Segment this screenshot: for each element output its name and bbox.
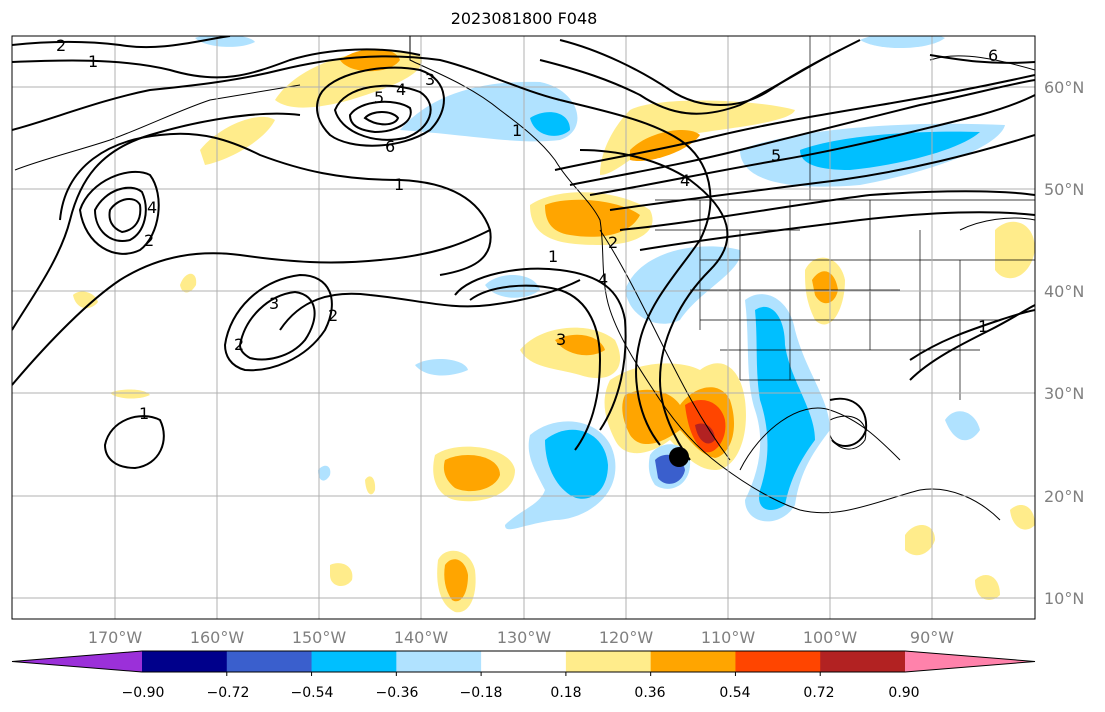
negative-anomaly-region bbox=[755, 306, 815, 510]
storm-center-marker bbox=[669, 447, 689, 467]
lat-axis-labels: 60°N 50°N 40°N 30°N 20°N 10°N bbox=[1044, 78, 1084, 608]
map-frame bbox=[11, 35, 1036, 620]
colorbar-segment bbox=[820, 651, 906, 672]
contour-label: 1 bbox=[394, 175, 404, 194]
contour-lines bbox=[12, 36, 1035, 470]
positive-anomaly-region bbox=[630, 130, 700, 161]
positive-anomaly-region bbox=[365, 476, 376, 495]
colorbar-segment bbox=[735, 651, 821, 672]
contour-label: 3 bbox=[269, 294, 279, 313]
contour-label: 4 bbox=[680, 171, 690, 190]
contour-label: 4 bbox=[147, 198, 157, 217]
lat-tick-label: 50°N bbox=[1044, 180, 1084, 199]
contour-label: 2 bbox=[56, 36, 66, 55]
positive-anomaly-region bbox=[975, 575, 1000, 600]
colorbar-extend-low bbox=[12, 651, 142, 672]
positive-anomaly-region bbox=[73, 291, 98, 309]
contour-labels: 2 1 3 5 4 6 1 2 4 2 1 2 4 3 3 2 1 1 5 4 … bbox=[56, 36, 998, 423]
contour-label: 5 bbox=[771, 146, 781, 165]
colorbar-tick-label: −0.90 bbox=[122, 685, 165, 701]
contour-label: 6 bbox=[385, 137, 395, 156]
colorbar-segment bbox=[142, 651, 228, 672]
colorbar-tick-label: −0.18 bbox=[460, 685, 503, 701]
contour-label: 4 bbox=[598, 270, 608, 289]
contour-label: 2 bbox=[234, 335, 244, 354]
contour-label: 2 bbox=[608, 233, 618, 252]
positive-anomaly-region bbox=[180, 273, 197, 293]
colorbar-tick-labels: −0.90 −0.72 −0.54 −0.36 −0.18 0.18 0.36 … bbox=[122, 685, 920, 701]
negative-anomaly-region bbox=[545, 429, 608, 499]
positive-anomaly-region bbox=[110, 389, 150, 399]
lon-tick-label: 90°W bbox=[910, 628, 954, 647]
contour-label: 1 bbox=[512, 121, 522, 140]
lat-tick-label: 60°N bbox=[1044, 78, 1084, 97]
positive-anomaly-region bbox=[200, 116, 275, 165]
lon-axis-labels: 170°W 160°W 150°W 140°W 130°W 120°W 110°… bbox=[88, 628, 954, 647]
colorbar-tick-label: −0.54 bbox=[291, 685, 334, 701]
gridlines bbox=[12, 36, 1035, 619]
lat-tick-label: 10°N bbox=[1044, 589, 1084, 608]
negative-anomaly-region bbox=[800, 131, 980, 170]
negative-anomaly-region bbox=[318, 465, 331, 481]
colorbar-tick-label: 0.36 bbox=[634, 685, 665, 701]
lon-tick-label: 150°W bbox=[292, 628, 347, 647]
colorbar-segment bbox=[481, 651, 567, 672]
colorbar-segment bbox=[650, 651, 736, 672]
map-title: 2023081800 F048 bbox=[450, 9, 598, 28]
positive-anomaly-region bbox=[443, 455, 500, 492]
lon-tick-label: 120°W bbox=[599, 628, 654, 647]
colorbar-segment bbox=[226, 651, 313, 672]
colorbar-segment bbox=[565, 651, 652, 672]
positive-anomaly-region bbox=[905, 524, 935, 556]
colorbar-outline bbox=[11, 650, 1036, 673]
positive-anomaly-region bbox=[444, 559, 468, 602]
positive-anomaly-region bbox=[1010, 505, 1035, 530]
lon-tick-label: 140°W bbox=[394, 628, 449, 647]
lat-tick-label: 40°N bbox=[1044, 282, 1084, 301]
shading-layer bbox=[73, 36, 1035, 613]
negative-anomaly-region bbox=[415, 358, 468, 376]
contour-label: 1 bbox=[88, 52, 98, 71]
contour-label: 1 bbox=[139, 404, 149, 423]
negative-anomaly-region bbox=[530, 112, 570, 136]
lat-tick-label: 30°N bbox=[1044, 384, 1084, 403]
negative-anomaly-region bbox=[860, 36, 945, 48]
positive-anomaly-region bbox=[812, 271, 838, 304]
negative-anomaly-region bbox=[400, 81, 578, 142]
positive-anomaly-region bbox=[600, 100, 795, 175]
colorbar-tick-label: 0.18 bbox=[550, 685, 581, 701]
contour-label: 4 bbox=[396, 80, 406, 99]
lon-tick-label: 160°W bbox=[190, 628, 245, 647]
contour-label: 3 bbox=[556, 330, 566, 349]
colorbar-extend-high bbox=[905, 651, 1035, 672]
colorbar-tick-label: 0.72 bbox=[803, 685, 834, 701]
lat-tick-label: 20°N bbox=[1044, 487, 1084, 506]
colorbar-segment bbox=[396, 651, 482, 672]
political-borders bbox=[655, 36, 1035, 400]
contour-label: 1 bbox=[978, 317, 988, 336]
positive-anomaly-region bbox=[995, 221, 1035, 279]
lon-tick-label: 170°W bbox=[88, 628, 143, 647]
lon-tick-label: 130°W bbox=[497, 628, 552, 647]
lon-tick-label: 110°W bbox=[701, 628, 756, 647]
colorbar-tick-label: −0.72 bbox=[207, 685, 250, 701]
contour-label: 2 bbox=[144, 231, 154, 250]
contour-label: 3 bbox=[425, 70, 435, 89]
colorbar-tick-label: 0.90 bbox=[888, 685, 919, 701]
contour-label: 1 bbox=[548, 247, 558, 266]
colorbar-tick-label: 0.54 bbox=[719, 685, 750, 701]
positive-anomaly-region bbox=[695, 423, 715, 444]
colorbar bbox=[11, 650, 1036, 676]
colorbar-tick-label: −0.36 bbox=[376, 685, 419, 701]
contour-label: 5 bbox=[374, 88, 384, 107]
negative-anomaly-region bbox=[945, 411, 980, 441]
positive-anomaly-region bbox=[555, 334, 605, 356]
positive-anomaly-region bbox=[330, 563, 353, 587]
contour-label: 6 bbox=[988, 46, 998, 65]
contour-label: 2 bbox=[328, 306, 338, 325]
positive-anomaly-region bbox=[340, 48, 400, 72]
lon-tick-label: 100°W bbox=[803, 628, 858, 647]
colorbar-segment bbox=[311, 651, 397, 672]
